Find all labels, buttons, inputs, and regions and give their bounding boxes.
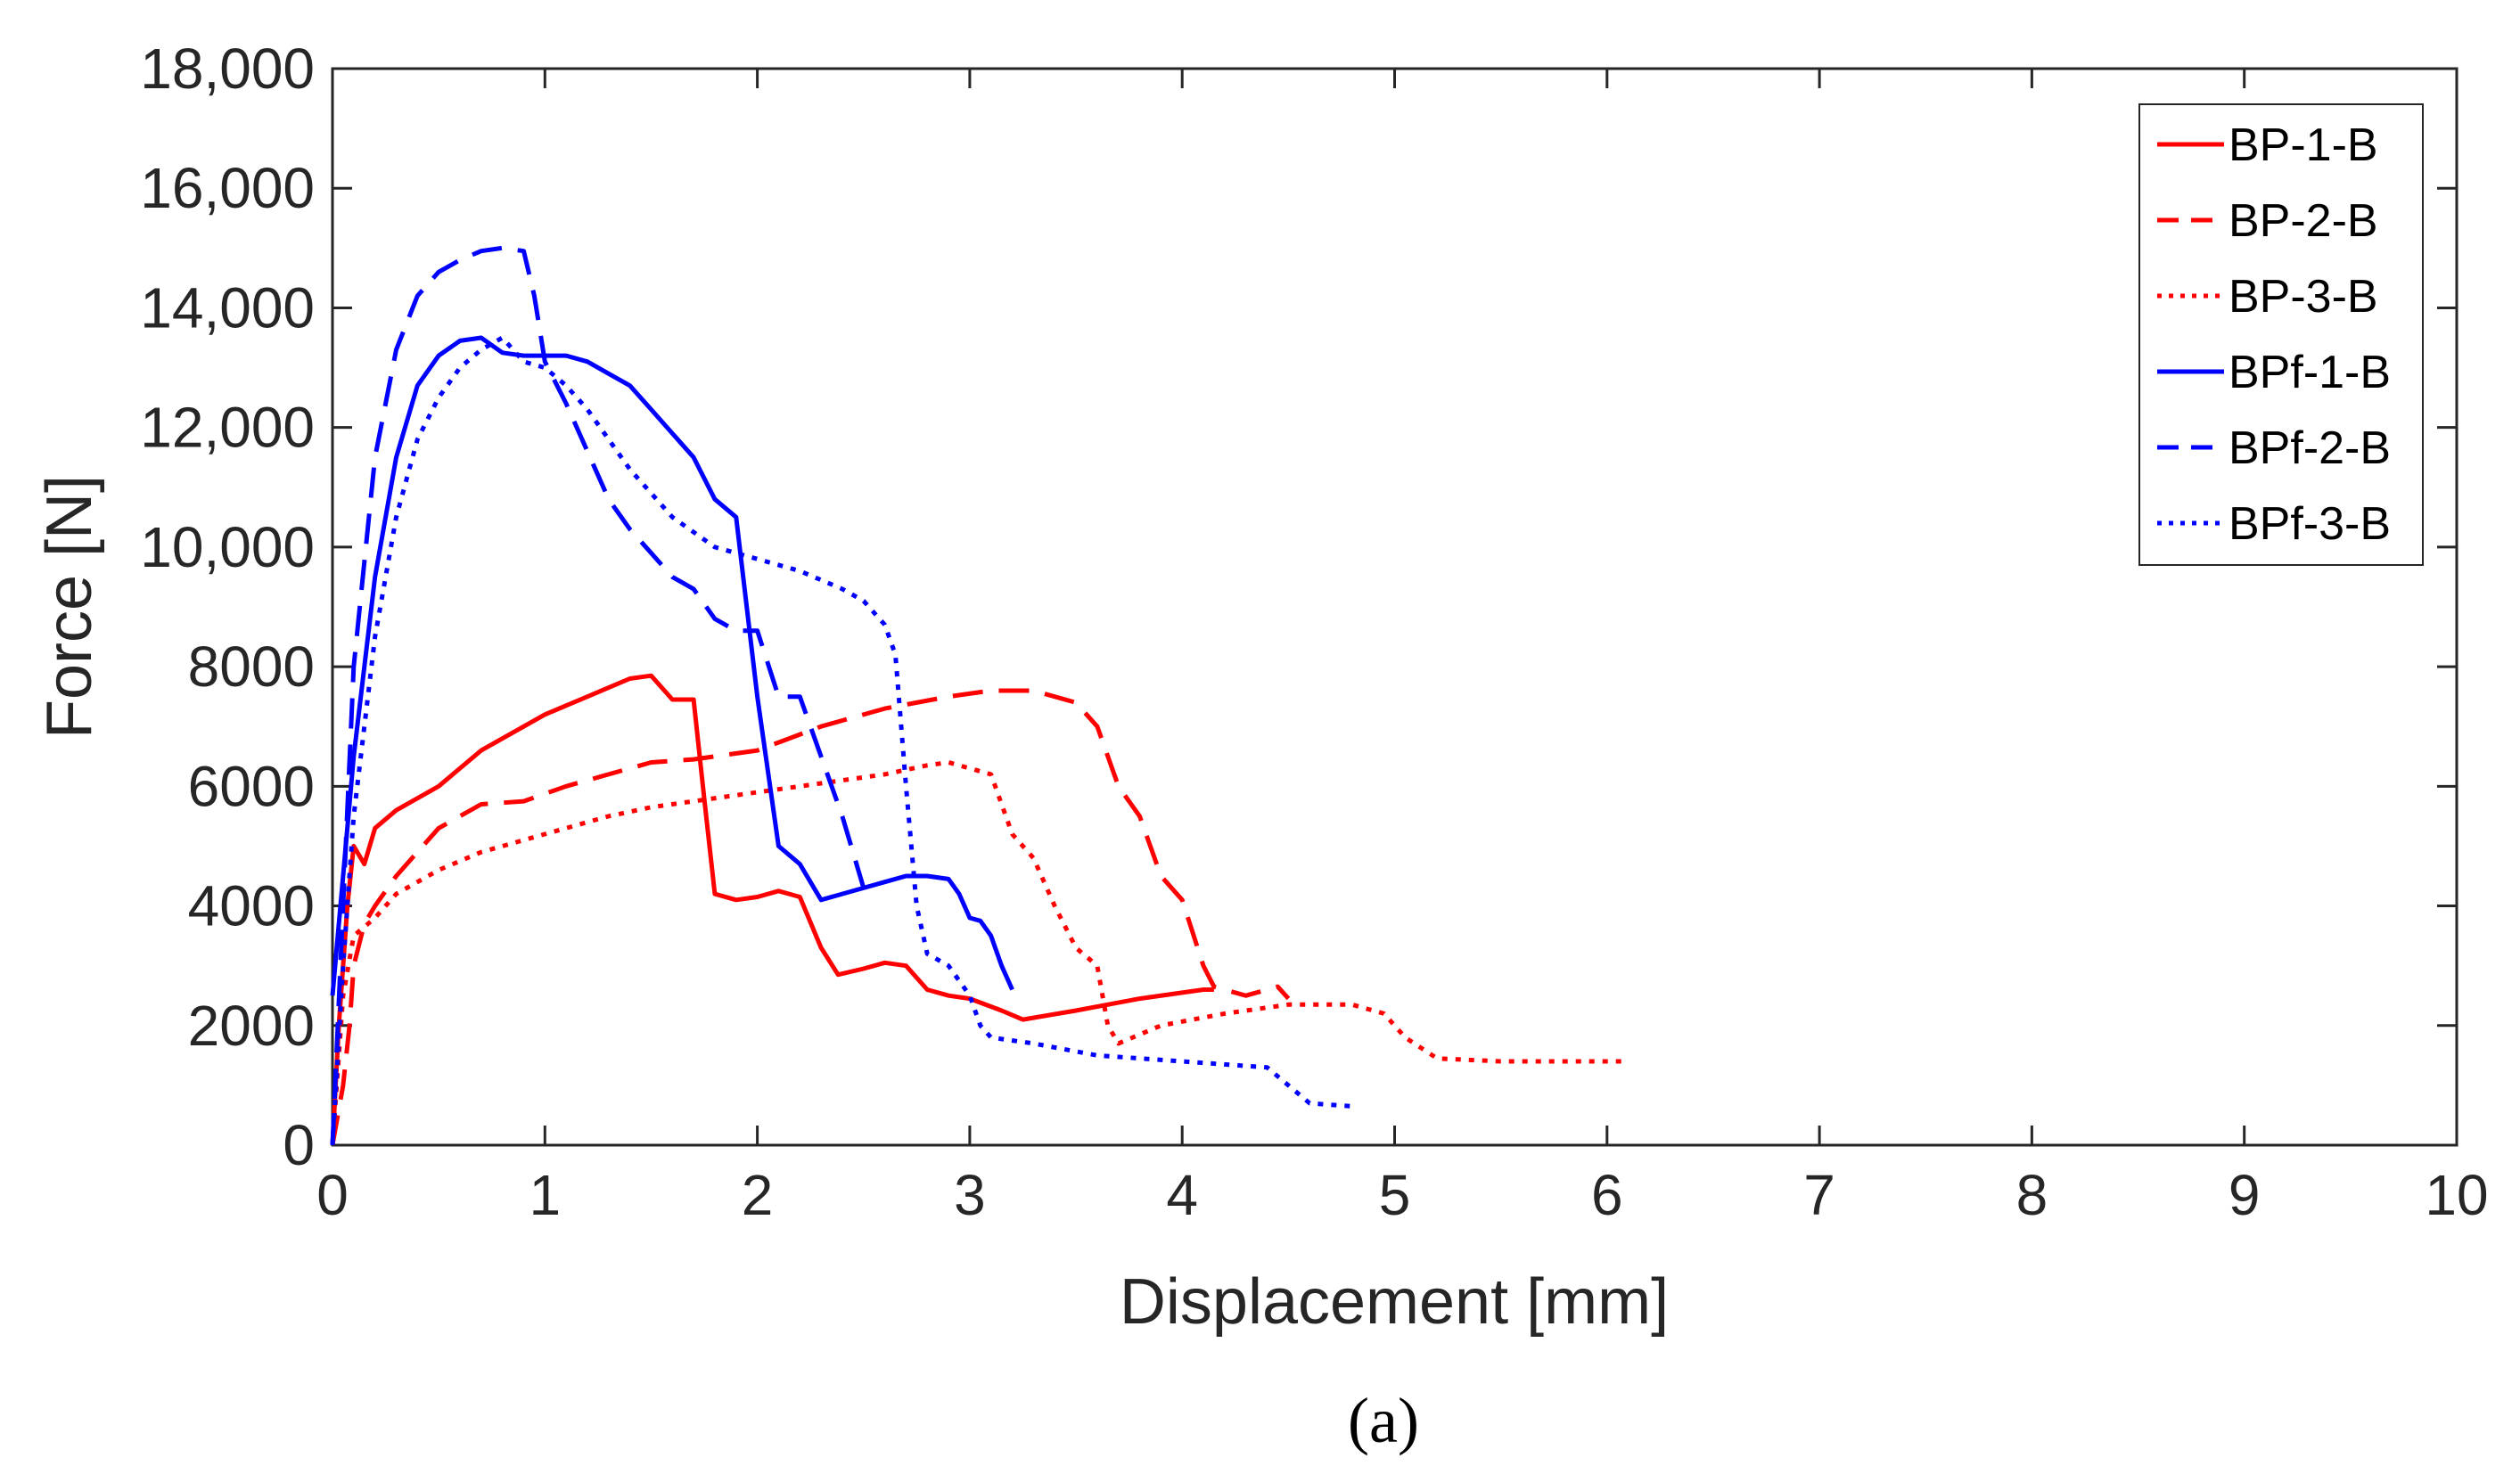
x-tick-label: 5 xyxy=(1379,1163,1411,1227)
legend-label-bpf-1-b: BPf-1-B xyxy=(2229,347,2391,398)
legend-box xyxy=(2138,103,2424,566)
x-tick-label: 0 xyxy=(316,1163,349,1227)
x-tick-label: 1 xyxy=(529,1163,562,1227)
x-tick-label: 4 xyxy=(1166,1163,1198,1227)
series-line-bp-3-b xyxy=(330,760,1629,1146)
x-tick-label: 8 xyxy=(2016,1163,2048,1227)
legend-label-bpf-3-b: BPf-3-B xyxy=(2229,498,2391,550)
y-axis-label: Force [N] xyxy=(34,475,105,739)
legend-label-bp-1-b: BP-1-B xyxy=(2229,119,2378,171)
legend-label-bp-2-b: BP-2-B xyxy=(2229,195,2378,247)
x-tick-label: 10 xyxy=(2425,1163,2488,1227)
plot-area xyxy=(331,67,2458,1147)
x-tick-label: 9 xyxy=(2229,1163,2261,1227)
series-line-bpf-2-b xyxy=(330,245,866,1146)
x-axis-label: Displacement [mm] xyxy=(1120,1266,1669,1338)
series-line-bpf-1-b xyxy=(330,335,1014,996)
x-axis-ticks: 0 1 2 3 4 5 6 7 8 9 10 xyxy=(316,69,2489,1227)
y-tick-label: 2000 xyxy=(188,994,315,1058)
y-tick-label: 18,000 xyxy=(140,37,315,101)
y-tick-label: 16,000 xyxy=(140,156,315,220)
x-tick-label: 6 xyxy=(1591,1163,1623,1227)
series-line-bp-1-b xyxy=(330,673,1214,1146)
series-lines xyxy=(330,245,1629,1146)
figure-caption: (a) xyxy=(1348,1385,1419,1456)
y-tick-label: 0 xyxy=(283,1113,315,1177)
y-tick-label: 6000 xyxy=(188,754,315,818)
y-tick-label: 12,000 xyxy=(140,396,315,460)
y-tick-label: 14,000 xyxy=(140,275,315,340)
series-line-bp-2-b xyxy=(330,688,1291,1146)
legend-label-bp-3-b: BP-3-B xyxy=(2229,271,2378,323)
x-tick-label: 7 xyxy=(1803,1163,1835,1227)
y-axis-ticks: 0 2000 4000 6000 8000 10,000 12,000 14,000 16,00… xyxy=(140,37,2457,1177)
legend: BP-1-B BP-2-B BP-3-B BPf-1-B BPf-2-B BPf-3-B xyxy=(2138,103,2424,566)
y-tick-label: 10,000 xyxy=(140,515,315,579)
x-tick-label: 3 xyxy=(954,1163,986,1227)
x-tick-label: 2 xyxy=(742,1163,774,1227)
y-tick-label: 8000 xyxy=(188,635,315,699)
legend-label-bpf-2-b: BPf-2-B xyxy=(2229,422,2391,474)
y-tick-label: 4000 xyxy=(188,874,315,938)
